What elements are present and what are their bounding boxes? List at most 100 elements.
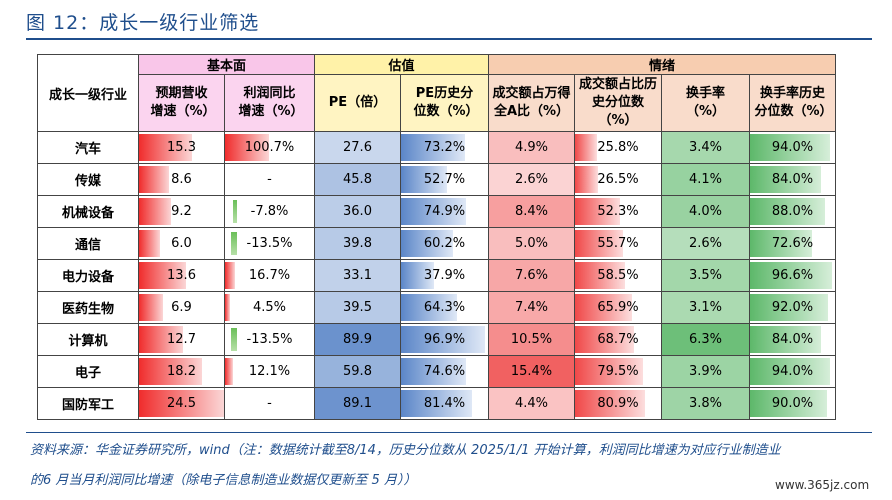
turnover-pct-cell-value: 96.6% [771, 268, 814, 283]
turnover-cell-value: 3.5% [688, 268, 723, 283]
profit-cell-value: 12.1% [248, 364, 291, 379]
col-header-turnover-pct: 换手率历史分位数（%） [749, 74, 836, 132]
profit-cell: 16.7% [224, 259, 315, 292]
table-row: 传媒 8.6 - 45.8 52.7% 2.6% 26.5% 4.1% 84.0% [37, 163, 836, 196]
pe-cell-value: 36.0 [343, 204, 372, 219]
share-pct-bar [575, 230, 623, 257]
watermark: www.365jz.com [775, 478, 870, 492]
share-cell: 4.4% [488, 387, 575, 420]
turnover-cell: 3.8% [661, 387, 750, 420]
pe-cell: 27.6 [314, 131, 401, 164]
pe-pct-cell: 73.2% [400, 131, 489, 164]
pe-pct-cell-value: 74.6% [423, 364, 466, 379]
turnover-pct-cell: 90.0% [749, 387, 836, 420]
share-cell: 4.9% [488, 131, 575, 164]
pe-pct-cell-value: 64.3% [423, 300, 466, 315]
revenue-cell-value: 13.6 [167, 268, 196, 283]
revenue-cell-value: 6.0 [171, 236, 192, 251]
pe-pct-bar [401, 134, 465, 161]
revenue-cell-value: 9.2 [171, 204, 192, 219]
title-rule [26, 38, 872, 40]
turnover-pct-bar [750, 390, 827, 417]
pe-cell-value: 39.5 [343, 300, 372, 315]
profit-cell-value: 16.7% [248, 268, 291, 283]
pe-cell-value: 27.6 [343, 140, 372, 155]
pe-pct-bar [401, 198, 467, 225]
turnover-cell: 2.6% [661, 227, 750, 260]
pe-cell: 36.0 [314, 195, 401, 228]
share-cell: 10.5% [488, 323, 575, 356]
revenue-bar [139, 134, 193, 161]
turnover-pct-cell: 94.0% [749, 131, 836, 164]
profit-bar [225, 294, 231, 321]
pe-pct-cell: 74.6% [400, 355, 489, 388]
group-header-mood: 情绪 [488, 54, 836, 75]
turnover-pct-cell-value: 92.0% [771, 300, 814, 315]
turnover-cell-value: 3.4% [688, 140, 723, 155]
profit-negative-bar [231, 232, 237, 255]
revenue-cell: 24.5 [138, 387, 225, 420]
pe-pct-cell: 60.2% [400, 227, 489, 260]
turnover-pct-cell: 96.6% [749, 259, 836, 292]
pe-cell: 39.5 [314, 291, 401, 324]
table-row: 医药生物 6.9 4.5% 39.5 64.3% 7.4% 65.9% 3.1% 92.0% [37, 291, 836, 324]
profit-cell-value: -7.8% [250, 204, 289, 219]
share-pct-cell-value: 79.5% [597, 364, 639, 379]
revenue-cell: 6.9 [138, 291, 225, 324]
pe-pct-cell-value: 37.9% [423, 268, 466, 283]
share-pct-cell-value: 55.7% [597, 236, 639, 251]
turnover-pct-cell-value: 94.0% [771, 364, 814, 379]
turnover-pct-cell: 92.0% [749, 291, 836, 324]
share-pct-bar [575, 294, 632, 321]
table-row: 电子 18.2 12.1% 59.8 74.6% 15.4% 79.5% 3.9% 94.0% [37, 355, 836, 388]
share-cell-value: 4.9% [514, 140, 549, 155]
col-header-share: 成交额占万得全A比（%） [488, 74, 575, 132]
profit-bar [225, 134, 269, 161]
pe-cell: 33.1 [314, 259, 401, 292]
table-row: 计算机 12.7 -13.5% 89.9 96.9% 10.5% 68.7% 6.3% 84.0… [37, 323, 836, 356]
turnover-pct-cell: 94.0% [749, 355, 836, 388]
col-header-share-pct: 成交额占比历史分位数（%） [574, 74, 662, 132]
pe-cell-value: 59.8 [343, 364, 372, 379]
turnover-pct-bar [750, 230, 812, 257]
share-cell-value: 10.5% [510, 332, 553, 347]
share-pct-cell: 25.8% [574, 131, 662, 164]
revenue-bar [139, 262, 187, 289]
pe-pct-bar [401, 326, 486, 353]
share-pct-bar [575, 198, 620, 225]
pe-pct-cell: 52.7% [400, 163, 489, 196]
table-row: 通信 6.0 -13.5% 39.8 60.2% 5.0% 55.7% 2.6% 72.6% [37, 227, 836, 260]
pe-pct-cell-value: 74.9% [423, 204, 466, 219]
turnover-cell-value: 4.0% [688, 204, 723, 219]
turnover-cell: 4.1% [661, 163, 750, 196]
revenue-cell: 15.3 [138, 131, 225, 164]
revenue-cell-value: 12.7 [167, 332, 196, 347]
industry-name: 传媒 [37, 163, 139, 196]
share-pct-cell-value: 65.9% [597, 300, 639, 315]
pe-pct-bar [401, 294, 457, 321]
pe-pct-cell-value: 81.4% [423, 396, 466, 411]
share-pct-cell: 80.9% [574, 387, 662, 420]
group-header-basic: 基本面 [138, 54, 315, 75]
turnover-cell-value: 4.1% [688, 172, 723, 187]
profit-cell-value: - [267, 396, 272, 411]
col-header-pe: PE（倍） [314, 74, 401, 132]
share-cell-value: 7.6% [514, 268, 549, 283]
share-pct-cell-value: 80.9% [597, 396, 639, 411]
share-cell-value: 2.6% [514, 172, 549, 187]
turnover-pct-bar [750, 198, 825, 225]
turnover-pct-cell-value: 88.0% [771, 204, 814, 219]
share-pct-bar [575, 358, 644, 385]
pe-cell: 39.8 [314, 227, 401, 260]
turnover-cell: 4.0% [661, 195, 750, 228]
revenue-bar [139, 166, 169, 193]
group-header-valuation: 估值 [314, 54, 489, 75]
profit-cell-value: -13.5% [246, 236, 293, 251]
revenue-cell: 13.6 [138, 259, 225, 292]
profit-cell-value: 4.5% [252, 300, 287, 315]
pe-pct-cell-value: 73.2% [423, 140, 466, 155]
pe-cell: 89.9 [314, 323, 401, 356]
share-pct-cell: 65.9% [574, 291, 662, 324]
turnover-pct-bar [750, 166, 822, 193]
turnover-cell-value: 6.3% [688, 332, 723, 347]
